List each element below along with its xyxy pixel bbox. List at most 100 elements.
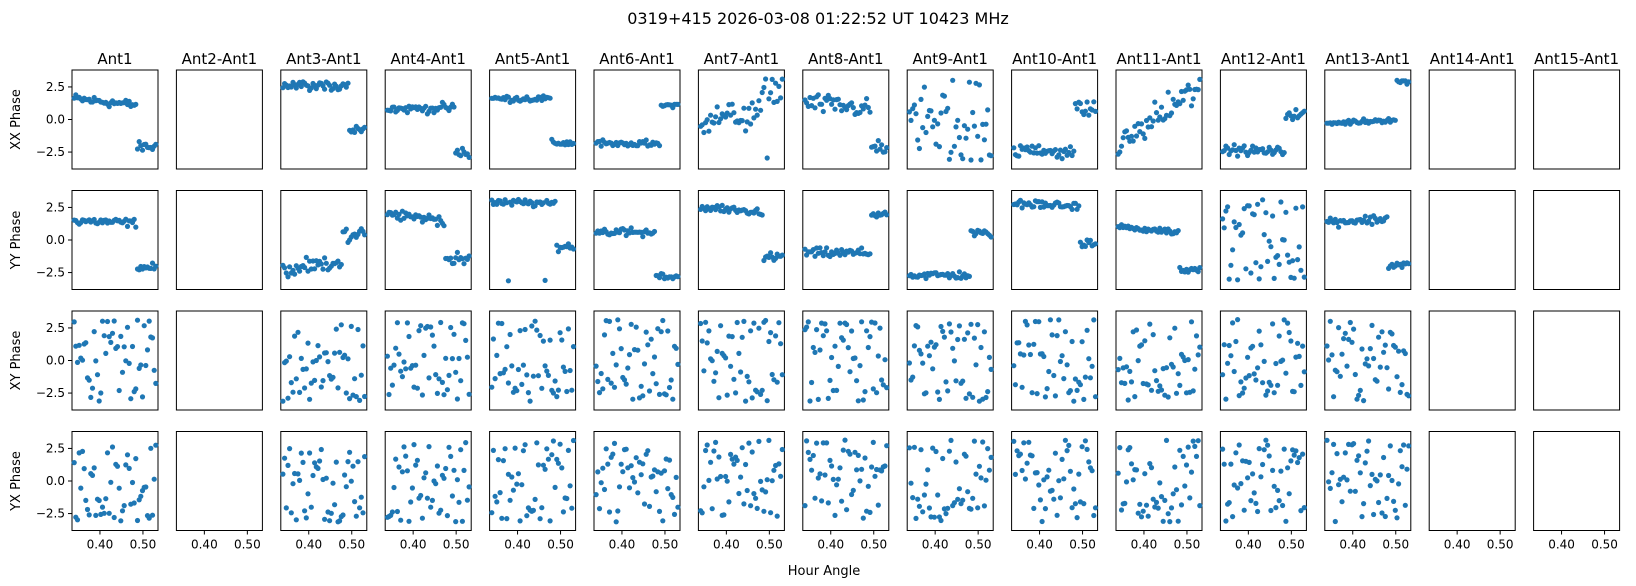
data-point [606, 318, 613, 324]
data-point [930, 366, 936, 372]
data-point [950, 345, 956, 351]
data-point [1185, 357, 1191, 363]
x-tick-label: 0.50 [547, 538, 574, 552]
data-point [618, 346, 624, 352]
data-point [779, 372, 785, 378]
data-point [1067, 388, 1073, 394]
data-point [1253, 377, 1259, 383]
data-point [945, 505, 951, 511]
data-point [1226, 276, 1232, 282]
data-point [975, 133, 981, 139]
panel [1324, 69, 1412, 170]
panel [1011, 310, 1099, 411]
data-point [1300, 204, 1306, 210]
data-point [758, 107, 764, 113]
data-point [820, 333, 826, 339]
data-point [1157, 480, 1163, 486]
data-point [283, 358, 289, 364]
data-point [670, 396, 676, 402]
data-point [453, 519, 459, 525]
data-point [1226, 500, 1232, 506]
data-point [391, 362, 397, 368]
data-point [651, 228, 658, 235]
panel-frame [593, 190, 681, 290]
data-point [1066, 149, 1072, 156]
data-point [389, 382, 395, 388]
data-point [1361, 501, 1367, 507]
data-point [396, 464, 402, 470]
data-point [849, 100, 855, 106]
data-point [1059, 156, 1065, 162]
data-point [153, 442, 159, 448]
data-point [438, 319, 444, 326]
y-tick-label: −2.5 [36, 507, 65, 521]
data-point [404, 110, 410, 116]
data-point [1406, 393, 1412, 399]
panel: 0.40 0.50 [1219, 431, 1307, 552]
data-point [1324, 343, 1330, 349]
data-point [865, 344, 871, 351]
data-point [814, 440, 820, 446]
data-point [655, 326, 661, 332]
panel [1428, 69, 1516, 170]
data-point [817, 471, 823, 477]
panel [489, 190, 577, 290]
data-point [1332, 518, 1338, 525]
y-tick-label: 0.0 [46, 233, 65, 247]
data-point [768, 90, 774, 96]
data-point [317, 354, 323, 360]
data-point [920, 509, 926, 515]
data-point [847, 451, 853, 457]
data-point [1233, 450, 1239, 456]
data-point [1228, 353, 1234, 359]
data-point [867, 334, 873, 340]
data-point [1275, 382, 1281, 388]
data-point [812, 253, 818, 259]
data-point [721, 512, 727, 518]
data-point [443, 355, 449, 361]
data-point [565, 241, 572, 247]
data-point [1152, 368, 1158, 374]
data-point [1117, 149, 1123, 155]
data-point [859, 319, 865, 325]
data-point [527, 398, 533, 404]
data-point [1127, 445, 1133, 451]
data-point [709, 506, 715, 512]
data-point [911, 102, 918, 108]
data-point [1190, 438, 1196, 444]
data-point [1039, 518, 1045, 525]
data-point [1396, 481, 1402, 487]
x-tick-label: 0.40 [817, 538, 844, 552]
data-point [928, 108, 934, 114]
data-point [1165, 89, 1171, 95]
panel [384, 310, 472, 411]
data-point [1268, 244, 1274, 250]
data-point [103, 496, 109, 502]
data-point [988, 366, 994, 372]
data-point [1283, 209, 1289, 215]
data-point [1260, 197, 1266, 203]
data-point [1339, 499, 1345, 505]
data-point [1366, 218, 1372, 224]
data-point [303, 254, 309, 260]
data-point [1223, 208, 1229, 214]
data-point [428, 504, 434, 510]
data-point [362, 454, 368, 460]
data-point [560, 364, 567, 370]
data-point [285, 395, 291, 401]
data-point [746, 105, 752, 111]
data-point [492, 493, 498, 499]
data-point [1019, 205, 1025, 211]
data-point [557, 330, 563, 336]
data-point [864, 328, 870, 334]
data-point [988, 153, 994, 159]
data-point [850, 105, 856, 111]
data-point [832, 343, 838, 349]
data-point [620, 469, 626, 475]
data-point [1087, 375, 1093, 381]
data-point [1056, 152, 1062, 158]
data-point [628, 321, 634, 327]
data-point [711, 120, 717, 126]
column-title: Ant13-Ant1 [1325, 50, 1410, 68]
